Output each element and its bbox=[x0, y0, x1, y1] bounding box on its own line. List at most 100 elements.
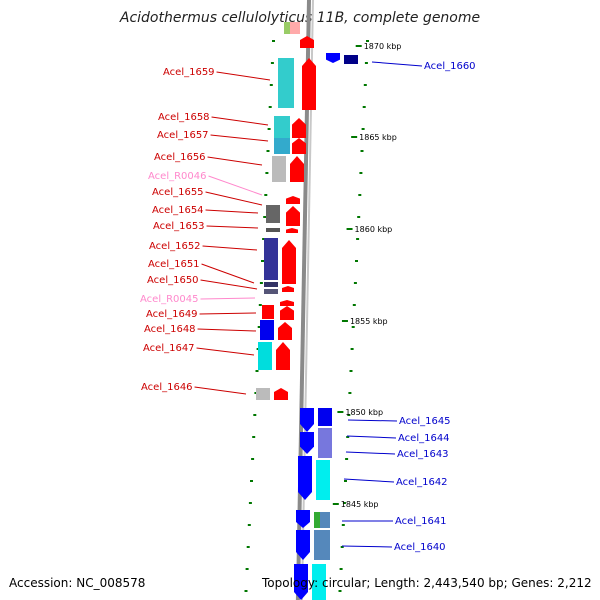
gene-arrow-1649[interactable] bbox=[280, 306, 294, 320]
gene-arrow-1642[interactable] bbox=[298, 456, 312, 500]
inner-dashed-arc bbox=[244, 40, 275, 592]
gene-label-acel-1648[interactable]: Acel_1648 bbox=[144, 324, 196, 335]
gene-label-acel-1641[interactable]: Acel_1641 bbox=[395, 516, 447, 527]
gene-arrow-r0046[interactable] bbox=[286, 196, 300, 204]
tick-mark bbox=[355, 45, 362, 47]
gene-block-1646[interactable] bbox=[256, 388, 270, 400]
gene-block-1649[interactable] bbox=[262, 305, 274, 319]
gene-label-acel-1644[interactable]: Acel_1644 bbox=[398, 433, 450, 444]
gene-block-1653[interactable] bbox=[266, 228, 280, 232]
gene-block-1640[interactable] bbox=[314, 530, 330, 560]
gene-label-acel-1651[interactable]: Acel_1651 bbox=[148, 259, 200, 270]
gene-block-1650[interactable] bbox=[264, 289, 278, 294]
gene-arrow-1648[interactable] bbox=[278, 322, 292, 340]
gene-arrow-1657[interactable] bbox=[292, 138, 306, 154]
gene-label-acel-1654[interactable]: Acel_1654 bbox=[152, 205, 204, 216]
gene-label-acel-1640[interactable]: Acel_1640 bbox=[394, 542, 446, 553]
gene-arrow-1656[interactable] bbox=[290, 156, 304, 182]
gene-label-acel-r0046[interactable]: Acel_R0046 bbox=[148, 171, 207, 182]
map-title: Acidothermus cellulolyticus 11B, complet… bbox=[119, 10, 481, 26]
leader-line bbox=[341, 545, 393, 548]
gene-arrow-1641[interactable] bbox=[296, 510, 310, 528]
gene-label-acel-1642[interactable]: Acel_1642 bbox=[396, 477, 448, 488]
gene-arrow-r0045[interactable] bbox=[280, 300, 294, 306]
gene-fragment-top-pink[interactable] bbox=[290, 22, 300, 34]
gene-arrow-bottom[interactable] bbox=[294, 564, 308, 600]
topology-label: Topology: circular; Length: 2,443,540 bp… bbox=[262, 576, 592, 590]
gene-label-acel-1643[interactable]: Acel_1643 bbox=[397, 449, 449, 460]
gene-label-acel-1649[interactable]: Acel_1649 bbox=[146, 309, 198, 320]
gene-arrow-1645[interactable] bbox=[300, 408, 314, 432]
tick-label: 1850 kbp bbox=[345, 408, 383, 417]
leader-line bbox=[216, 71, 271, 81]
gene-block-1656[interactable] bbox=[272, 156, 286, 182]
leader-line bbox=[211, 116, 269, 126]
gene-arrow-1653[interactable] bbox=[286, 228, 298, 233]
gene-block-1651[interactable] bbox=[264, 282, 278, 287]
gene-label-acel-1658[interactable]: Acel_1658 bbox=[158, 112, 210, 123]
gene-arrow-1640[interactable] bbox=[296, 530, 310, 560]
gene-block-1642[interactable] bbox=[316, 460, 330, 500]
leader-line bbox=[208, 175, 263, 196]
leader-line bbox=[196, 347, 255, 356]
gene-label-acel-1653[interactable]: Acel_1653 bbox=[153, 221, 205, 232]
gene-label-acel-1660[interactable]: Acel_1660 bbox=[424, 61, 476, 72]
accession-label: Accession: NC_008578 bbox=[9, 576, 146, 590]
tick-label: 1845 kbp bbox=[341, 500, 379, 509]
leader-line bbox=[207, 156, 263, 166]
gene-arrow-1644[interactable] bbox=[300, 432, 314, 454]
gene-block-1641b[interactable] bbox=[320, 512, 330, 528]
gene-block-1641a[interactable] bbox=[314, 512, 320, 528]
gene-label-acel-1655[interactable]: Acel_1655 bbox=[152, 187, 204, 198]
gene-label-acel-1657[interactable]: Acel_1657 bbox=[157, 130, 209, 141]
gene-block-1657[interactable] bbox=[274, 138, 290, 154]
gene-arrow-1652[interactable] bbox=[282, 240, 296, 284]
leader-line bbox=[206, 225, 259, 229]
gene-label-acel-1659[interactable]: Acel_1659 bbox=[163, 67, 215, 78]
gene-block-1648[interactable] bbox=[260, 320, 274, 340]
gene-arrow-1646[interactable] bbox=[274, 388, 288, 400]
gene-label-acel-1650[interactable]: Acel_1650 bbox=[147, 275, 199, 286]
tick-mark bbox=[346, 228, 353, 230]
gene-block-1644[interactable] bbox=[318, 428, 332, 458]
gene-arrow-1658[interactable] bbox=[292, 118, 306, 138]
outer-dashed-arc bbox=[338, 40, 369, 592]
gene-block-1660[interactable] bbox=[344, 55, 358, 64]
leader-line bbox=[347, 419, 398, 422]
tick-mark bbox=[337, 411, 344, 413]
leader-line bbox=[199, 312, 257, 315]
gene-label-acel-1656[interactable]: Acel_1656 bbox=[154, 152, 206, 163]
leader-line bbox=[201, 263, 255, 284]
tick-label: 1870 kbp bbox=[364, 42, 402, 51]
gene-arrow-1647[interactable] bbox=[276, 342, 290, 370]
tick-label: 1860 kbp bbox=[355, 225, 393, 234]
leader-line bbox=[210, 134, 269, 142]
gene-block-1659[interactable] bbox=[278, 58, 294, 108]
gene-arrow-1650[interactable] bbox=[282, 286, 294, 292]
leader-line bbox=[345, 451, 396, 455]
gene-block-1658[interactable] bbox=[274, 116, 290, 138]
gene-label-acel-1645[interactable]: Acel_1645 bbox=[399, 416, 451, 427]
leader-line bbox=[202, 245, 258, 251]
gene-arrow-1660[interactable] bbox=[326, 53, 340, 63]
gene-block-bottom[interactable] bbox=[312, 564, 326, 600]
leader-line bbox=[200, 297, 256, 300]
gene-label-acel-1646[interactable]: Acel_1646 bbox=[141, 382, 193, 393]
tick-label: 1865 kbp bbox=[359, 133, 397, 142]
gene-label-acel-1647[interactable]: Acel_1647 bbox=[143, 343, 195, 354]
gene-label-acel-r0045[interactable]: Acel_R0045 bbox=[140, 294, 199, 305]
gene-arrow-1654[interactable] bbox=[286, 206, 300, 226]
gene-arrow-1659[interactable] bbox=[302, 58, 316, 110]
gene-label-acel-1652[interactable]: Acel_1652 bbox=[149, 241, 201, 252]
gene-block-1652[interactable] bbox=[264, 238, 278, 280]
gene-block-1654[interactable] bbox=[266, 205, 280, 223]
leader-line bbox=[343, 478, 395, 483]
tick-mark bbox=[341, 320, 348, 322]
gene-block-1645[interactable] bbox=[318, 408, 332, 426]
leader-line bbox=[205, 209, 259, 214]
leader-line bbox=[205, 191, 263, 206]
gene-block-1647[interactable] bbox=[258, 342, 272, 370]
gene-arrow-top[interactable] bbox=[300, 36, 314, 48]
tick-mark bbox=[332, 503, 339, 505]
tick-label: 1855 kbp bbox=[350, 317, 388, 326]
